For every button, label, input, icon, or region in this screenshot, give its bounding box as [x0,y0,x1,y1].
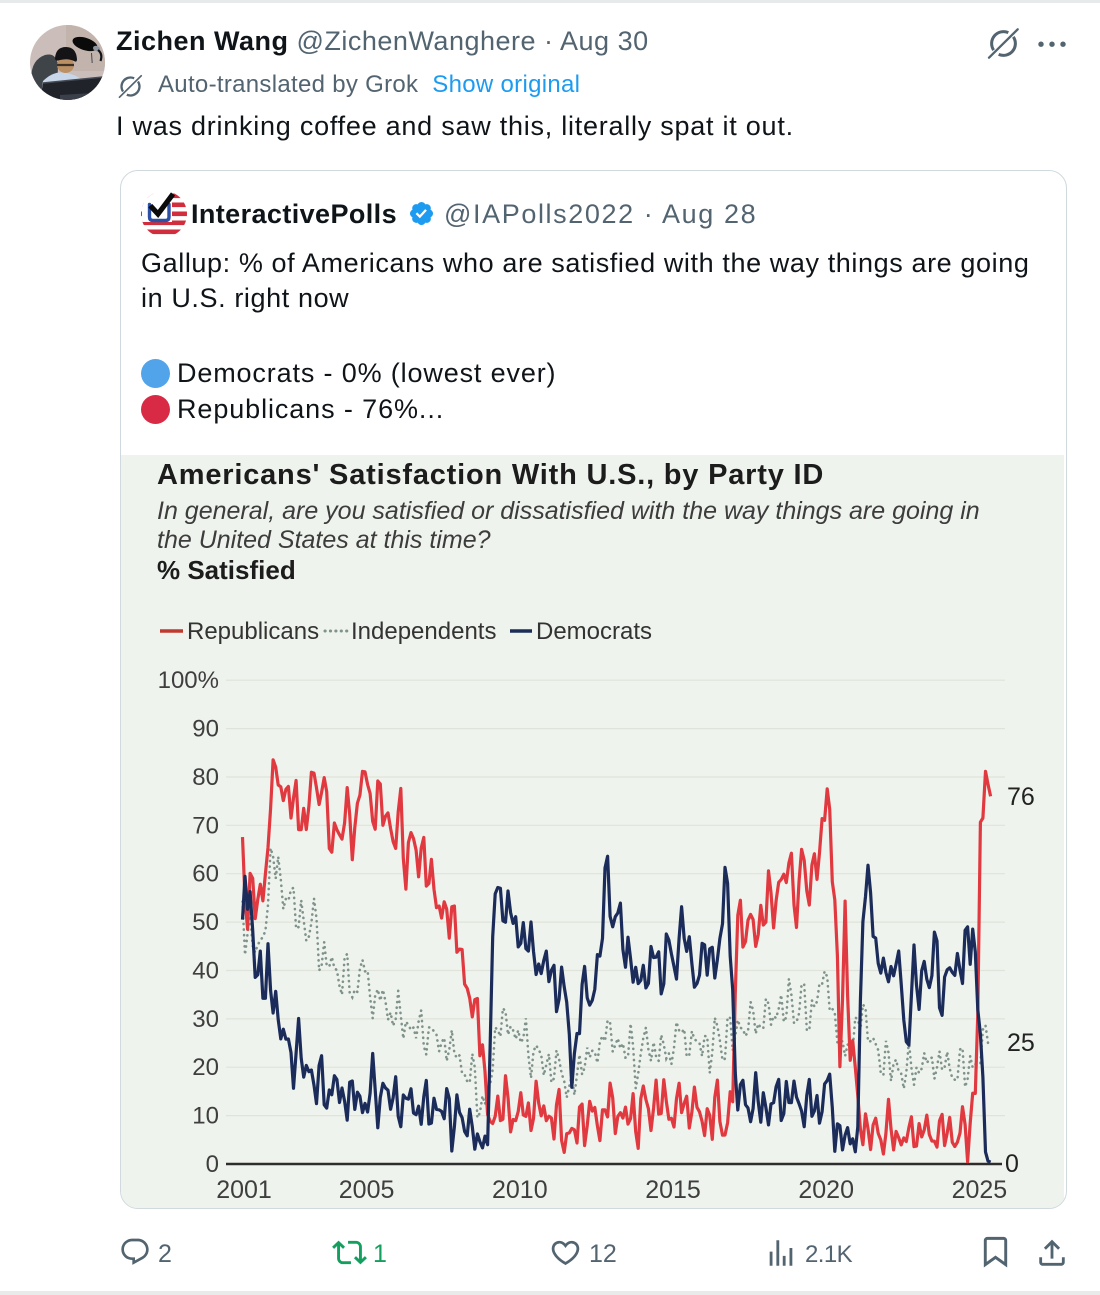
svg-text:30: 30 [192,1006,219,1033]
svg-text:0: 0 [1005,1150,1019,1178]
svg-text:Independents: Independents [351,618,496,645]
svg-text:20: 20 [192,1054,219,1081]
svg-text:76: 76 [1007,783,1035,811]
svg-text:25: 25 [1007,1029,1035,1057]
svg-text:0: 0 [206,1151,219,1178]
svg-text:2005: 2005 [339,1176,395,1204]
svg-text:the United States at this time: the United States at this time? [157,526,491,554]
svg-text:50: 50 [192,909,219,936]
svg-text:60: 60 [192,861,219,888]
svg-text:2020: 2020 [798,1176,854,1204]
svg-text:2010: 2010 [492,1176,548,1204]
svg-text:100%: 100% [158,667,219,694]
svg-text:90: 90 [192,716,219,743]
svg-text:2001: 2001 [216,1176,272,1204]
svg-text:% Satisfied: % Satisfied [157,555,296,585]
svg-text:10: 10 [192,1103,219,1130]
svg-text:Democrats: Democrats [536,618,652,645]
svg-text:2015: 2015 [645,1176,701,1204]
svg-text:70: 70 [192,812,219,839]
svg-text:80: 80 [192,764,219,791]
svg-text:Republicans: Republicans [187,618,319,645]
svg-text:Americans' Satisfaction With U: Americans' Satisfaction With U.S., by Pa… [157,459,824,491]
svg-text:40: 40 [192,958,219,985]
svg-text:In general, are you satisfied: In general, are you satisfied or dissati… [157,497,980,525]
svg-text:2025: 2025 [952,1176,1008,1204]
